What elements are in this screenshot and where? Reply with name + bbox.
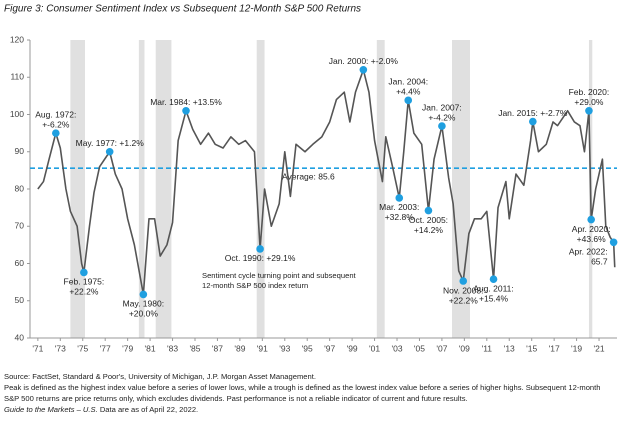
annotation-label: Aug. 2011: <box>473 283 514 293</box>
annotation-label: Apr. 2020: <box>572 224 611 234</box>
x-tick-label: '01 <box>369 343 380 353</box>
note: 12-month S&P 500 index return <box>202 281 308 290</box>
annotation-label: Apr. 2022: <box>569 247 608 257</box>
x-tick-label: '19 <box>571 343 582 353</box>
annotation-label: Oct. 2005: <box>409 215 448 225</box>
annotation-label: May. 1977: +1.2% <box>76 138 145 148</box>
annotation-label: Jan. 2007: <box>422 102 462 112</box>
footer: Peak is defined as the highest index val… <box>4 383 600 392</box>
annotation-label: +20.0% <box>129 309 159 319</box>
annotation-label: 65.7 <box>591 257 608 267</box>
annotation-label: +-4.2% <box>428 112 456 122</box>
footer: S&P 500 returns are price returns only, … <box>4 394 468 403</box>
y-tick-label: 40 <box>15 332 25 342</box>
y-tick-label: 120 <box>10 34 24 44</box>
annotation-label: +22.2% <box>449 295 479 305</box>
turning-point <box>587 215 595 224</box>
turning-point <box>359 66 368 74</box>
annotation-label: +15.4% <box>479 293 509 303</box>
x-tick-label: '95 <box>302 343 313 353</box>
annotation-label: +32.8% <box>385 212 415 222</box>
footer: Guide to the Markets – U.S. Data are as … <box>4 405 198 414</box>
recession-band <box>155 40 172 338</box>
x-tick-label: '73 <box>55 343 66 353</box>
x-tick-label: '75 <box>77 343 88 353</box>
annotation-label: +43.6% <box>577 234 607 244</box>
recession-band <box>138 40 145 338</box>
turning-point <box>489 275 498 283</box>
x-tick-label: '85 <box>189 343 200 353</box>
footer-guide: Guide to the Markets – U.S. <box>4 405 98 414</box>
y-tick-label: 60 <box>15 258 25 268</box>
x-tick-label: '71 <box>32 343 43 353</box>
turning-point <box>139 290 148 299</box>
footer: Source: FactSet, Standard & Poor's, Univ… <box>4 372 316 381</box>
x-tick-label: '17 <box>549 343 560 353</box>
turning-point <box>585 106 593 115</box>
annotation-label: Oct. 1990: +29.1% <box>225 253 296 263</box>
annotation-label: +14.2% <box>414 225 444 235</box>
x-tick-label: '05 <box>414 343 425 353</box>
x-tick-label: '07 <box>436 343 447 353</box>
y-tick-label: 70 <box>15 221 25 231</box>
x-tick-label: '03 <box>391 343 402 353</box>
x-tick-label: '83 <box>167 343 178 353</box>
x-tick-label: '81 <box>145 343 156 353</box>
annotation-label: +22.2% <box>69 287 99 297</box>
sentiment-line <box>37 69 616 296</box>
annotation-label: Mar. 1984: +13.5% <box>150 97 222 107</box>
x-tick-label: '15 <box>526 343 537 353</box>
annotation-label: Nov. 2008: <box>443 285 483 295</box>
x-tick-label: '13 <box>504 343 515 353</box>
turning-point <box>424 206 433 215</box>
x-tick-label: '77 <box>100 343 111 353</box>
annotation-label: May. 1980: <box>123 299 164 309</box>
chart-title: Figure 3: Consumer Sentiment Index vs Su… <box>4 4 361 15</box>
footer-date: Data are as of April 22, 2022. <box>98 405 198 414</box>
average-label: Average: 85.6 <box>282 171 335 181</box>
turning-point <box>105 147 114 156</box>
y-tick-label: 50 <box>15 295 25 305</box>
recession-band <box>256 40 265 338</box>
annotation-label: Jan. 2015: +-2.7% <box>498 108 568 118</box>
annotation-label: +-6.2% <box>42 119 70 129</box>
turning-point <box>80 268 88 277</box>
turning-point <box>438 122 446 130</box>
annotation-label: +4.4% <box>396 87 421 97</box>
note: Sentiment cycle turning point and subseq… <box>202 271 357 280</box>
x-tick-label: '91 <box>257 343 268 353</box>
turning-point <box>459 277 468 285</box>
annotation-label: Jan. 2004: <box>388 77 428 87</box>
y-tick-label: 100 <box>10 109 24 119</box>
x-tick-label: '21 <box>594 343 605 353</box>
turning-point <box>52 129 60 137</box>
x-tick-label: '11 <box>482 343 493 353</box>
annotation-label: Aug. 1972: <box>35 109 76 119</box>
x-tick-label: '97 <box>324 343 335 353</box>
annotation-label: Mar. 2003: <box>379 202 419 212</box>
x-tick-label: '79 <box>122 343 133 353</box>
x-tick-label: '93 <box>279 343 290 353</box>
turning-point <box>182 106 190 115</box>
y-tick-label: 80 <box>15 183 25 193</box>
annotation-label: Jan. 2000: +-2.0% <box>329 56 399 66</box>
x-tick-label: '09 <box>459 343 470 353</box>
annotation-label: +29.0% <box>574 97 604 107</box>
turning-point <box>529 117 537 126</box>
turning-point <box>395 194 404 202</box>
y-tick-label: 90 <box>15 146 25 156</box>
x-tick-label: '87 <box>212 343 223 353</box>
y-tick-label: 110 <box>10 72 24 82</box>
turning-point <box>609 238 618 247</box>
turning-point <box>256 245 264 253</box>
x-tick-label: '89 <box>234 343 245 353</box>
recession-band <box>376 40 385 338</box>
turning-point <box>404 96 413 105</box>
x-tick-label: '99 <box>347 343 358 353</box>
annotation-label: Feb. 2020: <box>569 87 610 97</box>
annotation-label: Feb. 1975: <box>64 277 105 287</box>
